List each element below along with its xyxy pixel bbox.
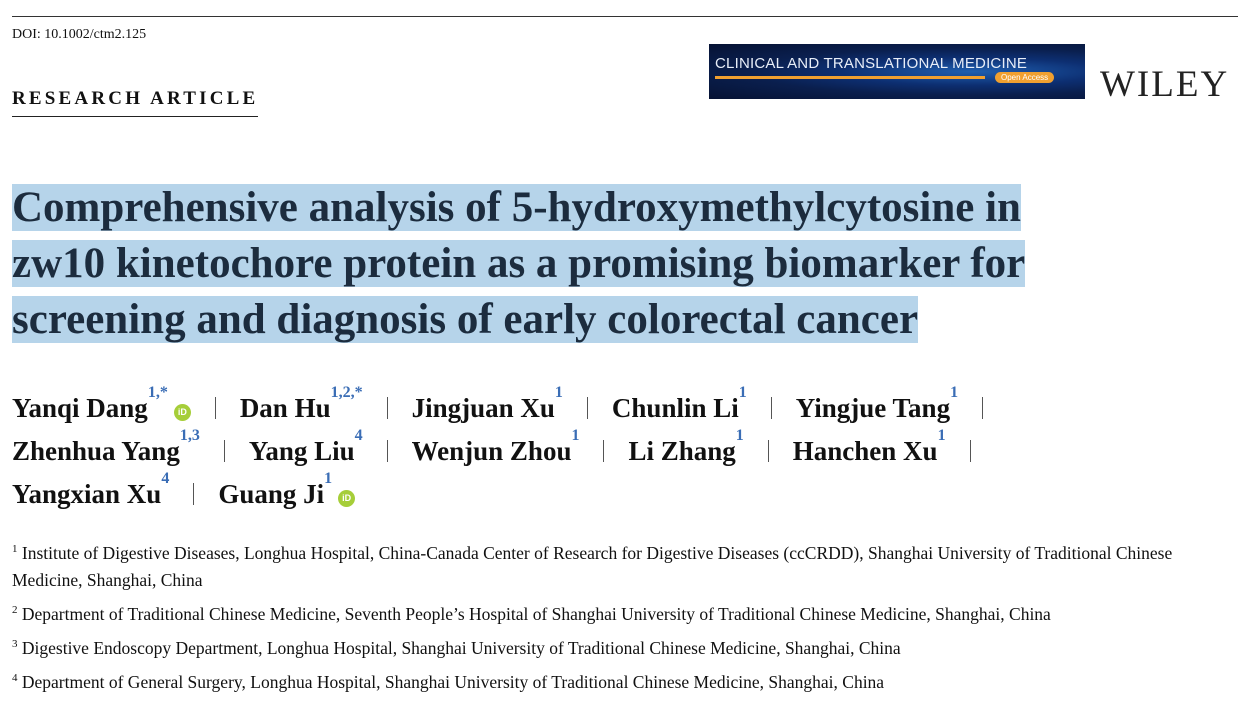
author-name: Zhenhua Yang (12, 436, 180, 466)
author-name: Yang Liu (248, 436, 355, 466)
journal-banner-logo[interactable]: CLINICAL AND TRANSLATIONAL MEDICINE Open… (709, 44, 1085, 99)
author-separator (193, 483, 195, 505)
author[interactable]: Zhenhua Yang1,3 (12, 428, 200, 467)
author-name: Chunlin Li (611, 393, 739, 423)
affiliation: 4 Department of General Surgery, Longhua… (12, 669, 1244, 696)
publisher-logo[interactable]: WILEY (1100, 64, 1230, 105)
author-separator (767, 440, 769, 462)
author-name: Wenjun Zhou (411, 436, 572, 466)
orcid-icon[interactable]: iD (338, 490, 356, 507)
affiliation-text: Institute of Digestive Diseases, Longhua… (12, 543, 1173, 590)
title-row: screening and diagnosis of early colorec… (12, 292, 1242, 348)
author-name: Hanchen Xu (792, 436, 938, 466)
author[interactable]: Dan Hu1,2,* (239, 385, 363, 424)
title-line: screening and diagnosis of early colorec… (12, 296, 919, 343)
affiliation-marker[interactable]: 1,2,* (330, 384, 363, 401)
orcid-icon[interactable]: iD (173, 404, 191, 421)
author[interactable]: Wenjun Zhou1 (411, 428, 580, 467)
title-row: Comprehensive analysis of 5-hydroxymethy… (12, 180, 1242, 236)
affiliation-marker[interactable]: 1 (735, 427, 744, 444)
author[interactable]: Yingjue Tang1 (795, 385, 958, 424)
affiliation: 3 Digestive Endoscopy Department, Longhu… (12, 635, 1244, 662)
affiliation-marker[interactable]: 4 (354, 427, 363, 444)
author-separator (386, 397, 388, 419)
affiliation: 2 Department of Traditional Chinese Medi… (12, 601, 1244, 628)
affiliations: 1 Institute of Digestive Diseases, Longh… (12, 540, 1244, 703)
affiliation-number: 2 (12, 604, 18, 617)
author-separator (982, 397, 984, 419)
author[interactable]: Guang Ji1 iD (218, 471, 356, 509)
author[interactable]: Hanchen Xu1 (792, 428, 946, 467)
author-separator (214, 397, 216, 419)
header-rule (12, 16, 1238, 17)
author-name: Guang Ji (218, 479, 325, 509)
author-row: Yanqi Dang1,*iD Dan Hu1,2,*Jingjuan Xu1Ch… (12, 385, 1252, 430)
title-line: zw10 kinetochore protein as a promising … (12, 240, 1026, 287)
author-row: Yangxian Xu4 Guang Ji1 iD (12, 471, 1252, 516)
affiliation-marker[interactable]: 1,3 (179, 427, 200, 444)
author[interactable]: Chunlin Li1 (611, 385, 747, 424)
author[interactable]: Yang Liu4 (248, 428, 363, 467)
article-type: RESEARCH ARTICLE (12, 88, 259, 117)
affiliation-marker[interactable]: 1 (554, 384, 563, 401)
author[interactable]: Jingjuan Xu1 (411, 385, 563, 424)
author-row: Zhenhua Yang1,3Yang Liu4Wenjun Zhou1Li Z… (12, 428, 1252, 473)
affiliation-text: Department of Traditional Chinese Medici… (21, 604, 1051, 624)
author[interactable]: Yangxian Xu4 (12, 471, 169, 510)
affiliation-marker[interactable]: 1,* (147, 384, 168, 401)
open-access-badge: Open Access (995, 72, 1055, 83)
affiliation-marker[interactable]: 1 (738, 384, 747, 401)
affiliation-marker[interactable]: 1 (937, 427, 946, 444)
affiliation-number: 4 (12, 672, 18, 685)
affiliation-number: 3 (12, 638, 18, 651)
affiliation-marker[interactable]: 1 (950, 384, 959, 401)
author-separator (603, 440, 605, 462)
affiliation-number: 1 (12, 543, 18, 556)
author-name: Yingjue Tang (795, 393, 951, 423)
author-name: Yanqi Dang (12, 393, 148, 423)
author[interactable]: Yanqi Dang1,* iD (12, 385, 191, 423)
affiliation-marker[interactable]: 4 (161, 470, 170, 487)
author-separator (586, 397, 588, 419)
author-name: Dan Hu (239, 393, 331, 423)
author-name: Jingjuan Xu (411, 393, 555, 423)
doi[interactable]: DOI: 10.1002/ctm2.125 (12, 27, 147, 42)
affiliation: 1 Institute of Digestive Diseases, Longh… (12, 540, 1244, 594)
author-list: Yanqi Dang1,*iD Dan Hu1,2,*Jingjuan Xu1Ch… (12, 385, 1252, 516)
title-line: Comprehensive analysis of 5-hydroxymethy… (12, 184, 1021, 231)
author-separator (386, 440, 388, 462)
author-separator (969, 440, 971, 462)
author-name: Li Zhang (628, 436, 736, 466)
affiliation-marker[interactable]: 1 (324, 470, 333, 487)
author-name: Yangxian Xu (12, 479, 162, 509)
author-separator (223, 440, 225, 462)
affiliation-text: Digestive Endoscopy Department, Longhua … (21, 638, 901, 658)
title-row: zw10 kinetochore protein as a promising … (12, 236, 1242, 292)
article-title: Comprehensive analysis of 5-hydroxymethy… (12, 180, 1242, 348)
affiliation-text: Department of General Surgery, Longhua H… (21, 672, 885, 692)
banner-stripe (715, 76, 985, 79)
affiliation-marker[interactable]: 1 (571, 427, 580, 444)
author[interactable]: Li Zhang1 (628, 428, 743, 467)
journal-title: CLINICAL AND TRANSLATIONAL MEDICINE (715, 55, 1028, 72)
author-separator (770, 397, 772, 419)
